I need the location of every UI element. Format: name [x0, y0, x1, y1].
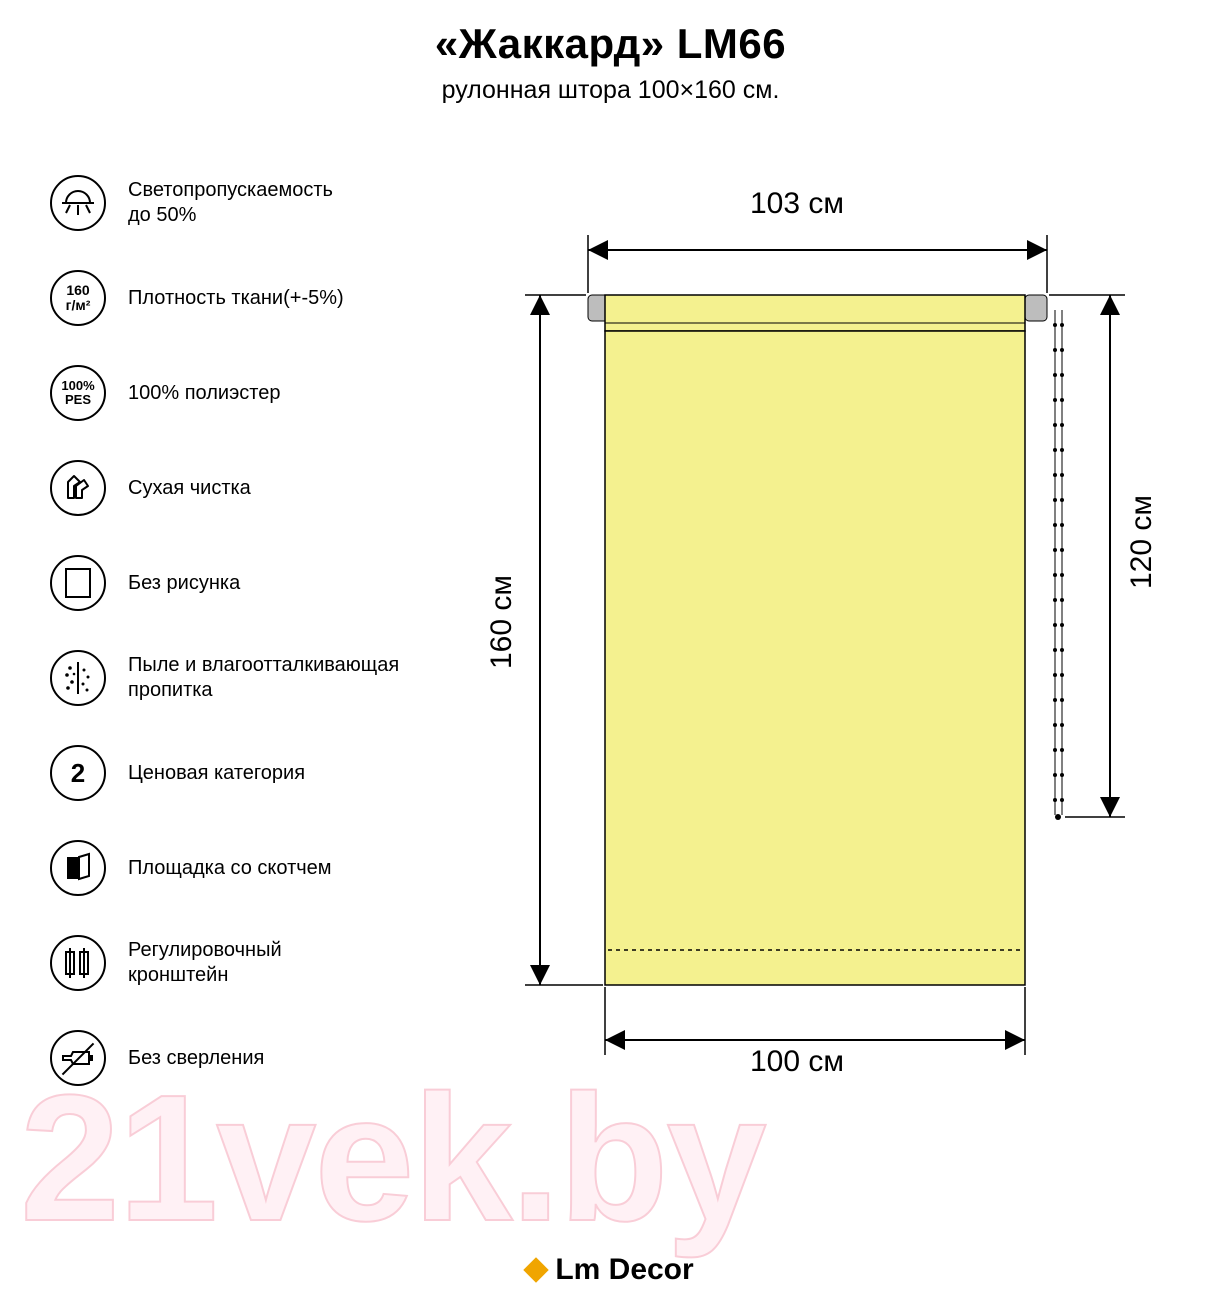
coating-icon [50, 650, 106, 706]
dim-left-label: 160 см [485, 575, 519, 669]
feature-label: Светопропускаемость до 50% [128, 178, 333, 228]
brand-logo: Lm Decor [527, 1253, 693, 1287]
feature-item: 100% PES 100% полиэстер [50, 365, 470, 421]
product-title: «Жаккард» LM66 [0, 20, 1221, 68]
feature-item: 160 г/м² Плотность ткани(+-5%) [50, 270, 470, 326]
feature-label: Плотность ткани(+-5%) [128, 286, 344, 311]
footer: Lm Decor [0, 1253, 1221, 1287]
brand-name: Lm Decor [555, 1253, 693, 1287]
feature-label: Регулировочный кронштейн [128, 938, 282, 988]
dim-right-label: 120 см [1125, 495, 1159, 589]
feature-label: Сухая чистка [128, 476, 251, 501]
feature-label: Ценовая категория [128, 761, 305, 786]
bracket-icon [50, 935, 106, 991]
sun-icon [50, 175, 106, 231]
feature-item: Сухая чистка [50, 460, 470, 516]
dim-top-label: 103 см [750, 187, 844, 221]
price-tier-icon: 2 [50, 745, 106, 801]
feature-item: 2 Ценовая категория [50, 745, 470, 801]
density-icon: 160 г/м² [50, 270, 106, 326]
header: «Жаккард» LM66 рулонная штора 100×160 см… [0, 0, 1221, 105]
diagram-svg [470, 175, 1170, 1075]
feature-list: Светопропускаемость до 50% 160 г/м² Плот… [50, 175, 470, 1125]
feature-label: Пыле и влагоотталкивающая пропитка [128, 653, 399, 703]
material-icon: 100% PES [50, 365, 106, 421]
feature-label: Без сверления [128, 1046, 264, 1071]
dim-bottom-label: 100 см [750, 1045, 844, 1079]
feature-label: 100% полиэстер [128, 381, 280, 406]
feature-item: Без рисунка [50, 555, 470, 611]
feature-item: Площадка со скотчем [50, 840, 470, 896]
feature-item: Пыле и влагоотталкивающая пропитка [50, 650, 470, 706]
dry-clean-icon [50, 460, 106, 516]
dimension-diagram: 103 см 100 см 160 см 120 см [470, 175, 1171, 1075]
plain-pattern-icon [50, 555, 106, 611]
feature-item: Светопропускаемость до 50% [50, 175, 470, 231]
product-subtitle: рулонная штора 100×160 см. [0, 76, 1221, 105]
feature-label: Площадка со скотчем [128, 856, 332, 881]
feature-item: Без сверления [50, 1030, 470, 1086]
feature-item: Регулировочный кронштейн [50, 935, 470, 991]
no-drill-icon [50, 1030, 106, 1086]
feature-label: Без рисунка [128, 571, 240, 596]
brand-diamond-icon [524, 1257, 549, 1282]
tape-mount-icon [50, 840, 106, 896]
